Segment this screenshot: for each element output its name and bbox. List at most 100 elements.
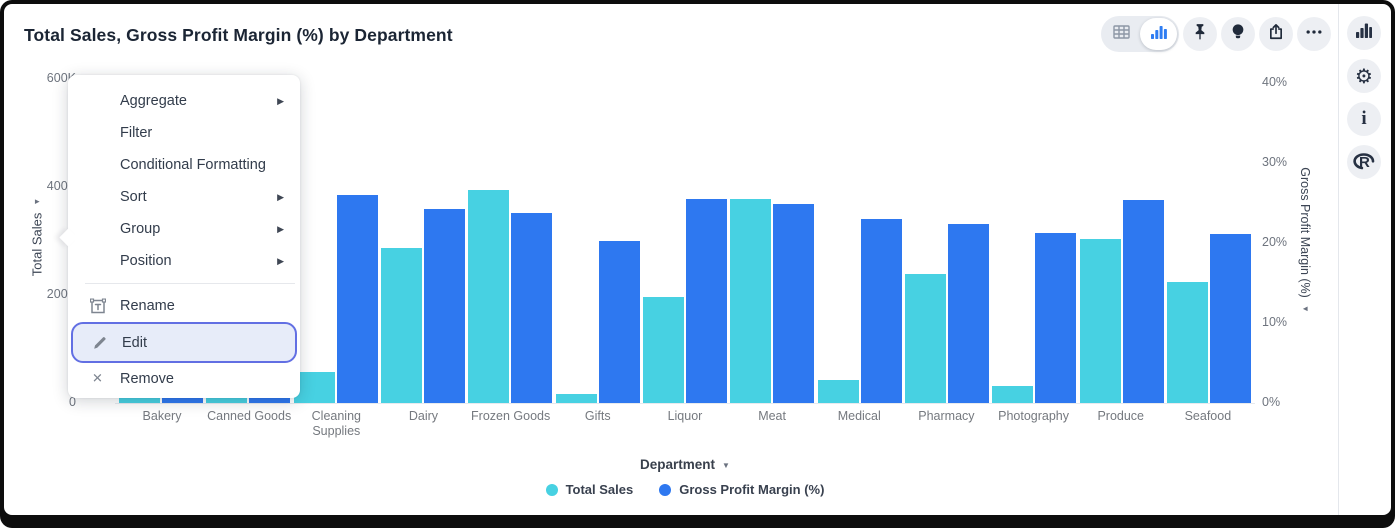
menu-item-conditional-formatting[interactable]: Conditional Formatting <box>68 149 300 181</box>
menu-item-group[interactable]: Group ▶ <box>68 213 300 245</box>
r-logo-icon: R <box>1352 152 1376 172</box>
category-label-frozen-goods: Frozen Goods <box>471 409 551 423</box>
bar-total-sales-frozen-goods[interactable] <box>468 190 510 403</box>
rename-icon <box>89 298 106 315</box>
right-axis-tick: 30% <box>1262 155 1288 169</box>
bar-total-sales-meat[interactable] <box>730 199 772 403</box>
pencil-icon <box>91 334 108 351</box>
chart-panel-button[interactable] <box>1347 16 1381 50</box>
menu-item-aggregate[interactable]: Aggregate ▶ <box>68 85 300 117</box>
bar-gross-profit-margin-medical[interactable] <box>860 219 902 403</box>
pin-button[interactable] <box>1183 17 1217 51</box>
r-analytics-button[interactable]: R <box>1347 145 1381 179</box>
legend-label: Total Sales <box>565 482 634 497</box>
bar-gross-profit-margin-cleaning-supplies[interactable] <box>336 195 378 403</box>
sidebar-divider <box>1338 4 1339 515</box>
category-label-gifts: Gifts <box>584 409 611 423</box>
bar-total-sales-produce[interactable] <box>1079 239 1121 403</box>
legend-item-total-sales[interactable]: Total Sales <box>545 482 634 497</box>
bar-gross-profit-margin-frozen-goods[interactable] <box>511 213 553 403</box>
x-icon: ✕ <box>92 371 103 387</box>
bar-total-sales-dairy[interactable] <box>380 248 422 403</box>
right-sidebar: ⚙ i R <box>1347 16 1381 179</box>
app-window: Total Sales, Gross Profit Margin (%) by … <box>4 4 1391 515</box>
bar-group-liquor <box>642 199 727 403</box>
menu-item-label: Rename <box>120 298 175 314</box>
right-axis-tick: 40% <box>1262 75 1288 89</box>
bar-total-sales-medical[interactable] <box>817 380 859 403</box>
menu-item-filter[interactable]: Filter <box>68 117 300 149</box>
menu-item-label: Filter <box>120 125 153 141</box>
category-label-pharmacy: Pharmacy <box>918 409 975 423</box>
bar-group-produce <box>1079 200 1164 403</box>
bar-gross-profit-margin-pharmacy[interactable] <box>947 224 989 403</box>
info-button[interactable]: i <box>1347 102 1381 136</box>
right-axis-tick: 0% <box>1262 395 1281 409</box>
legend-dot-icon <box>545 483 558 496</box>
menu-divider <box>85 283 295 284</box>
bar-total-sales-photography[interactable] <box>992 386 1034 403</box>
view-toggle <box>1101 16 1179 52</box>
bar-gross-profit-margin-photography[interactable] <box>1035 233 1077 403</box>
bar-total-sales-gifts[interactable] <box>555 394 597 403</box>
menu-item-remove[interactable]: ✕ Remove <box>68 363 300 395</box>
menu-item-position[interactable]: Position ▶ <box>68 245 300 277</box>
menu-item-label: Remove <box>120 371 174 387</box>
legend-label: Gross Profit Margin (%) <box>679 482 825 497</box>
legend-dot-icon <box>659 483 672 496</box>
category-label-meat: Meat <box>758 409 786 423</box>
explore-button[interactable] <box>1221 17 1255 51</box>
category-label-photography: Photography <box>998 409 1069 423</box>
bar-total-sales-pharmacy[interactable] <box>904 274 946 403</box>
export-button[interactable] <box>1259 17 1293 51</box>
pin-icon <box>1190 22 1210 47</box>
chart-view-button[interactable] <box>1140 18 1177 50</box>
bar-total-sales-liquor[interactable] <box>642 297 684 403</box>
bar-total-sales-cleaning-supplies[interactable] <box>293 372 335 403</box>
legend-item-gross-profit-margin[interactable]: Gross Profit Margin (%) <box>659 482 824 497</box>
left-axis-tick: 0 <box>69 395 76 409</box>
bar-total-sales-seafood[interactable] <box>1166 282 1208 403</box>
bar-group-cleaning-supplies <box>293 195 378 403</box>
bar-chart-icon <box>1150 25 1167 44</box>
chart-legend: Total Sales Gross Profit Margin (%) <box>115 482 1255 497</box>
menu-item-label: Group <box>120 221 161 237</box>
menu-item-edit[interactable]: Edit <box>71 322 297 363</box>
dropdown-arrow-icon: ▼ <box>32 197 42 206</box>
category-label-liquor: Liquor <box>667 409 703 423</box>
right-axis-ticks: 40% 30% 20% 10% 0% <box>1262 70 1306 409</box>
bar-group-frozen-goods <box>468 190 553 403</box>
bar-group-meat <box>730 199 815 403</box>
menu-item-label: Position <box>120 253 172 269</box>
x-axis-title[interactable]: Department ▼ <box>640 457 730 472</box>
bar-group-gifts <box>555 241 640 403</box>
bar-group-seafood <box>1166 234 1251 403</box>
submenu-chevron-icon: ▶ <box>277 191 284 202</box>
bar-gross-profit-margin-dairy[interactable] <box>423 209 465 403</box>
dropdown-arrow-icon: ▼ <box>722 461 730 470</box>
category-label-medical: Medical <box>837 409 881 423</box>
table-view-button[interactable] <box>1103 18 1140 50</box>
category-label-dairy: Dairy <box>408 409 439 423</box>
bar-gross-profit-margin-liquor[interactable] <box>685 199 727 403</box>
right-axis-title[interactable]: Gross Profit Margin (%)▼ <box>1298 167 1312 313</box>
bar-gross-profit-margin-produce[interactable] <box>1122 200 1164 403</box>
menu-item-label: Sort <box>120 189 147 205</box>
share-icon <box>1266 22 1286 47</box>
bar-group-medical <box>817 219 902 403</box>
bar-gross-profit-margin-gifts[interactable] <box>598 241 640 403</box>
x-axis-category-labels: Bakery Canned Goods Cleaning Supplies Dairy… <box>115 409 1255 439</box>
bar-gross-profit-margin-seafood[interactable] <box>1209 234 1251 403</box>
category-label-canned-goods: Canned Goods <box>207 409 292 423</box>
settings-button[interactable]: ⚙ <box>1347 59 1381 93</box>
left-axis-title[interactable]: Total Sales▼ <box>29 197 45 277</box>
menu-item-rename[interactable]: Rename <box>68 290 300 322</box>
dropdown-arrow-icon: ▼ <box>1301 304 1310 313</box>
menu-item-sort[interactable]: Sort ▶ <box>68 181 300 213</box>
gear-icon: ⚙ <box>1355 64 1373 88</box>
bar-gross-profit-margin-meat[interactable] <box>773 204 815 403</box>
menu-item-label: Edit <box>122 334 147 351</box>
table-grid-icon <box>1113 24 1130 44</box>
more-button[interactable] <box>1297 17 1331 51</box>
